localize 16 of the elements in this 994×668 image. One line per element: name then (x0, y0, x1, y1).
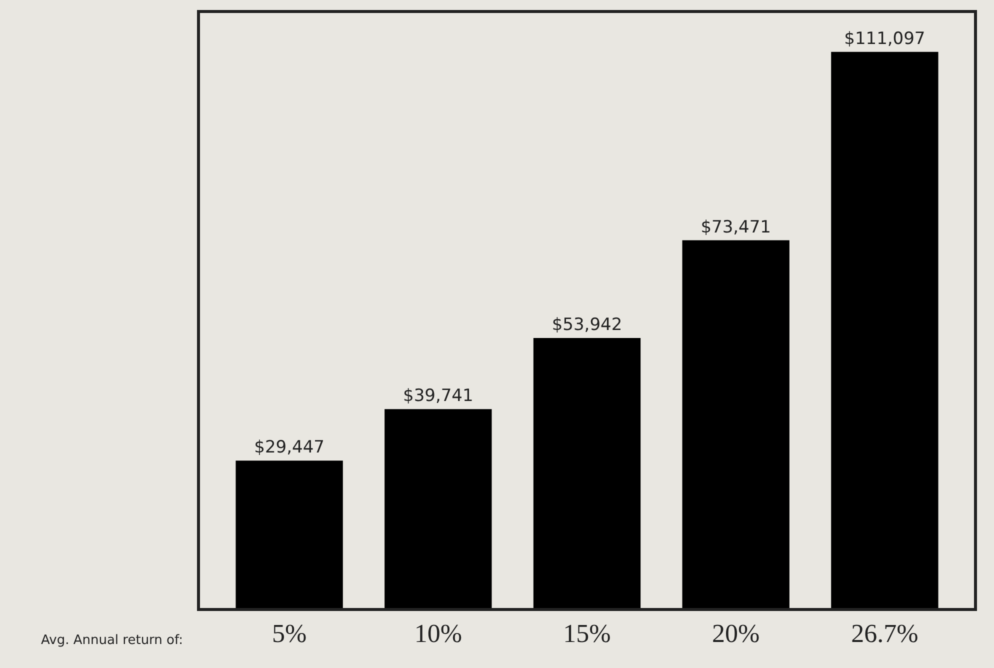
data-label: $73,471 (700, 217, 771, 238)
bar (384, 409, 492, 608)
data-label: $53,942 (552, 315, 622, 335)
x-tick-label: 5% (272, 619, 307, 648)
x-tick-label: 26.7% (851, 619, 918, 648)
data-label: $29,447 (254, 438, 324, 458)
bar (682, 240, 790, 608)
x-axis-title: Avg. Annual return of: (41, 633, 183, 648)
x-tick-label: 20% (712, 619, 760, 648)
data-label: $111,097 (844, 28, 926, 49)
x-tick-label: 15% (563, 619, 611, 648)
bar (831, 52, 938, 608)
bar (533, 338, 641, 608)
x-tick-label: 10% (414, 619, 462, 648)
bar (236, 460, 343, 608)
data-label: $39,741 (403, 386, 474, 406)
